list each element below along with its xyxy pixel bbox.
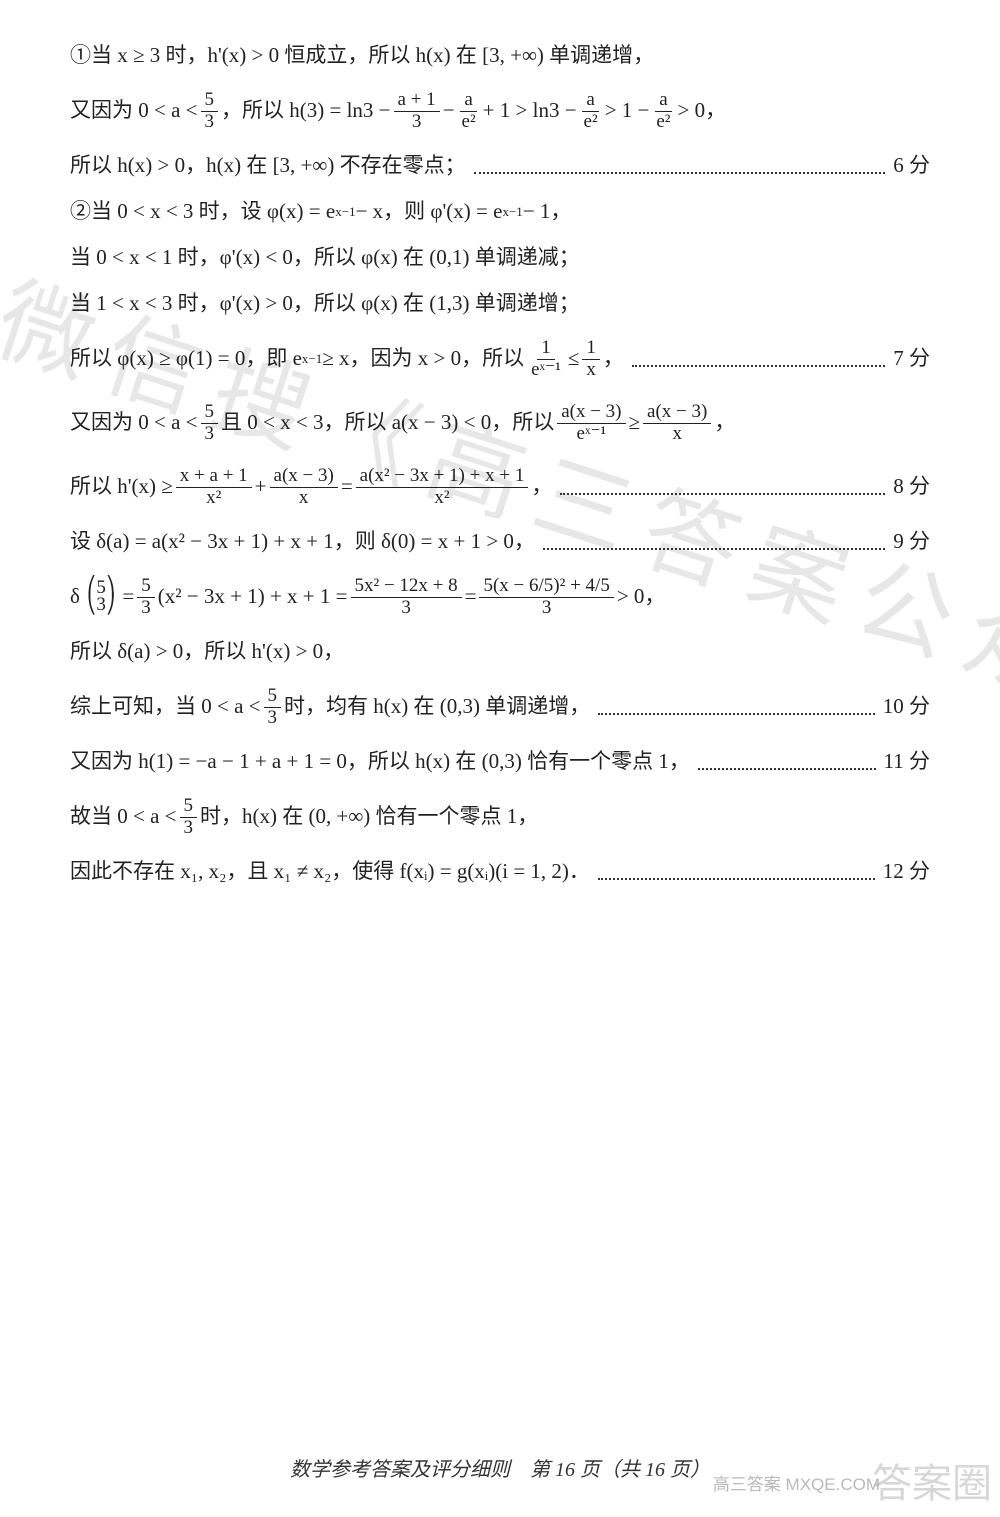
text: 又因为 0 < a < xyxy=(70,403,198,443)
text: 当 0 < x < 1 时，φ'(x) < 0，所以 φ(x) 在 (0,1) … xyxy=(70,238,580,278)
leader-dots xyxy=(698,754,876,771)
text: 故当 0 < a < xyxy=(70,797,177,837)
line-15: 故当 0 < a < 53 时，h(x) 在 (0, +∞) 恰有一个零点 1， xyxy=(70,788,930,846)
text: > 0， xyxy=(617,577,666,617)
text: 所以 h(x) > 0，h(x) 在 [3, +∞) 不存在零点； xyxy=(70,146,466,186)
line-4: ②当 0 < x < 3 时，设 φ(x) = ex−1 − x，则 φ'(x)… xyxy=(70,192,930,232)
leader-dots xyxy=(632,351,885,368)
score-10: 10 分 xyxy=(883,687,930,727)
line-9: 所以 h'(x) ≥ x + a + 1x² + a(x − 3)x = a(x… xyxy=(70,458,930,516)
fraction: ⎛5⎞⎝3⎠ xyxy=(83,578,120,616)
fraction: a(x − 3)x xyxy=(270,466,338,509)
fraction: a + 13 xyxy=(394,90,440,133)
fraction: 5(x − 6/5)² + 4/53 xyxy=(479,576,613,619)
text: 所以 δ(a) > 0，所以 h'(x) > 0， xyxy=(70,632,344,672)
text: 因此不存在 x₁, x₂，且 x₁ ≠ x₂，使得 f(xᵢ) = g(xᵢ)(… xyxy=(70,852,590,892)
text: = xyxy=(341,467,353,507)
text: δ xyxy=(70,577,80,617)
text: ，所以 h(3) = ln3 − xyxy=(221,91,391,131)
fraction: 53 xyxy=(201,90,219,133)
score-8: 8 分 xyxy=(893,467,930,507)
fraction: ae² xyxy=(458,90,480,133)
text: > 1 − xyxy=(605,91,650,131)
score-12: 12 分 xyxy=(883,852,930,892)
exponent: x−1 xyxy=(302,347,322,372)
text: > 0， xyxy=(678,91,727,131)
text: 综上可知，当 0 < a < xyxy=(70,687,261,727)
line-14: 又因为 h(1) = −a − 1 + a + 1 = 0，所以 h(x) 在 … xyxy=(70,742,930,782)
text: ≥ xyxy=(629,403,641,443)
text: − x，则 φ'(x) = e xyxy=(356,192,503,232)
text: (x² − 3x + 1) + x + 1 = xyxy=(158,577,348,617)
line-16: 因此不存在 x₁, x₂，且 x₁ ≠ x₂，使得 f(xᵢ) = g(xᵢ)(… xyxy=(70,852,930,892)
text: ， xyxy=(603,339,624,379)
text: = xyxy=(465,577,477,617)
fraction: ae² xyxy=(580,90,602,133)
fraction: 5x² − 12x + 83 xyxy=(351,576,462,619)
line-13: 综上可知，当 0 < a < 53 时，均有 h(x) 在 (0,3) 单调递增… xyxy=(70,678,930,736)
line-5: 当 0 < x < 1 时，φ'(x) < 0，所以 φ(x) 在 (0,1) … xyxy=(70,238,930,278)
line-6: 当 1 < x < 3 时，φ'(x) > 0，所以 φ(x) 在 (1,3) … xyxy=(70,284,930,324)
fraction: 53 xyxy=(264,686,282,729)
text: − 1， xyxy=(523,192,572,232)
text: = xyxy=(122,577,134,617)
line-10: 设 δ(a) = a(x² − 3x + 1) + x + 1，则 δ(0) =… xyxy=(70,522,930,562)
fraction: x + a + 1x² xyxy=(176,466,252,509)
leader-dots xyxy=(560,479,885,496)
text: 又因为 0 < a < xyxy=(70,91,198,131)
text: ≤ xyxy=(568,339,580,379)
score-6: 6 分 xyxy=(893,146,930,186)
fraction: a(x² − 3x + 1) + x + 1x² xyxy=(356,466,529,509)
fraction: 53 xyxy=(180,796,198,839)
text: − xyxy=(443,91,455,131)
watermark-small: 高三答案 MXQE.COM xyxy=(713,1470,880,1495)
score-11: 11 分 xyxy=(884,742,930,782)
text: + xyxy=(255,467,267,507)
line-1: ①当 x ≥ 3 时，h'(x) > 0 恒成立，所以 h(x) 在 [3, +… xyxy=(70,36,930,76)
text: ≥ x，因为 x > 0，所以 xyxy=(322,339,524,379)
text: + 1 > ln3 − xyxy=(483,91,577,131)
line-12: 所以 δ(a) > 0，所以 h'(x) > 0， xyxy=(70,632,930,672)
exponent: x−1 xyxy=(502,200,522,225)
leader-dots xyxy=(598,864,875,881)
fraction: a(x − 3)x xyxy=(643,402,711,445)
text: ①当 x ≥ 3 时，h'(x) > 0 恒成立，所以 h(x) 在 [3, +… xyxy=(70,36,654,76)
text: 所以 φ(x) ≥ φ(1) = 0，即 e xyxy=(70,339,302,379)
text: ②当 0 < x < 3 时，设 φ(x) = e xyxy=(70,192,335,232)
score-9: 9 分 xyxy=(893,522,930,562)
page-content: ①当 x ≥ 3 时，h'(x) > 0 恒成立，所以 h(x) 在 [3, +… xyxy=(0,0,1000,938)
text: 时，均有 h(x) 在 (0,3) 单调递增， xyxy=(284,687,590,727)
leader-dots xyxy=(474,158,886,175)
leader-dots xyxy=(598,699,875,716)
line-11: δ ⎛5⎞⎝3⎠ = 53 (x² − 3x + 1) + x + 1 = 5x… xyxy=(70,568,930,626)
text: ， xyxy=(714,403,735,443)
line-7: 所以 φ(x) ≥ φ(1) = 0，即 ex−1 ≥ x，因为 x > 0，所… xyxy=(70,330,930,388)
text: 且 0 < x < 3，所以 a(x − 3) < 0，所以 xyxy=(221,403,554,443)
line-3: 所以 h(x) > 0，h(x) 在 [3, +∞) 不存在零点； 6 分 xyxy=(70,146,930,186)
text: 所以 h'(x) ≥ xyxy=(70,467,173,507)
leader-dots xyxy=(543,534,885,551)
fraction: a(x − 3)eˣ⁻¹ xyxy=(557,402,625,445)
fraction: 53 xyxy=(201,402,219,445)
fraction: 53 xyxy=(137,576,155,619)
exponent: x−1 xyxy=(335,200,355,225)
score-7: 7 分 xyxy=(893,339,930,379)
text: 当 1 < x < 3 时，φ'(x) > 0，所以 φ(x) 在 (1,3) … xyxy=(70,284,580,324)
line-8: 又因为 0 < a < 53 且 0 < x < 3，所以 a(x − 3) <… xyxy=(70,394,930,452)
line-2: 又因为 0 < a < 53 ，所以 h(3) = ln3 − a + 13 −… xyxy=(70,82,930,140)
text: 时，h(x) 在 (0, +∞) 恰有一个零点 1， xyxy=(200,797,538,837)
fraction: ae² xyxy=(652,90,674,133)
text: 设 δ(a) = a(x² − 3x + 1) + x + 1，则 δ(0) =… xyxy=(70,522,535,562)
text: 又因为 h(1) = −a − 1 + a + 1 = 0，所以 h(x) 在 … xyxy=(70,742,690,782)
text: ， xyxy=(531,467,552,507)
fraction: 1x xyxy=(582,338,600,381)
fraction: 1eˣ⁻¹ xyxy=(527,338,565,381)
